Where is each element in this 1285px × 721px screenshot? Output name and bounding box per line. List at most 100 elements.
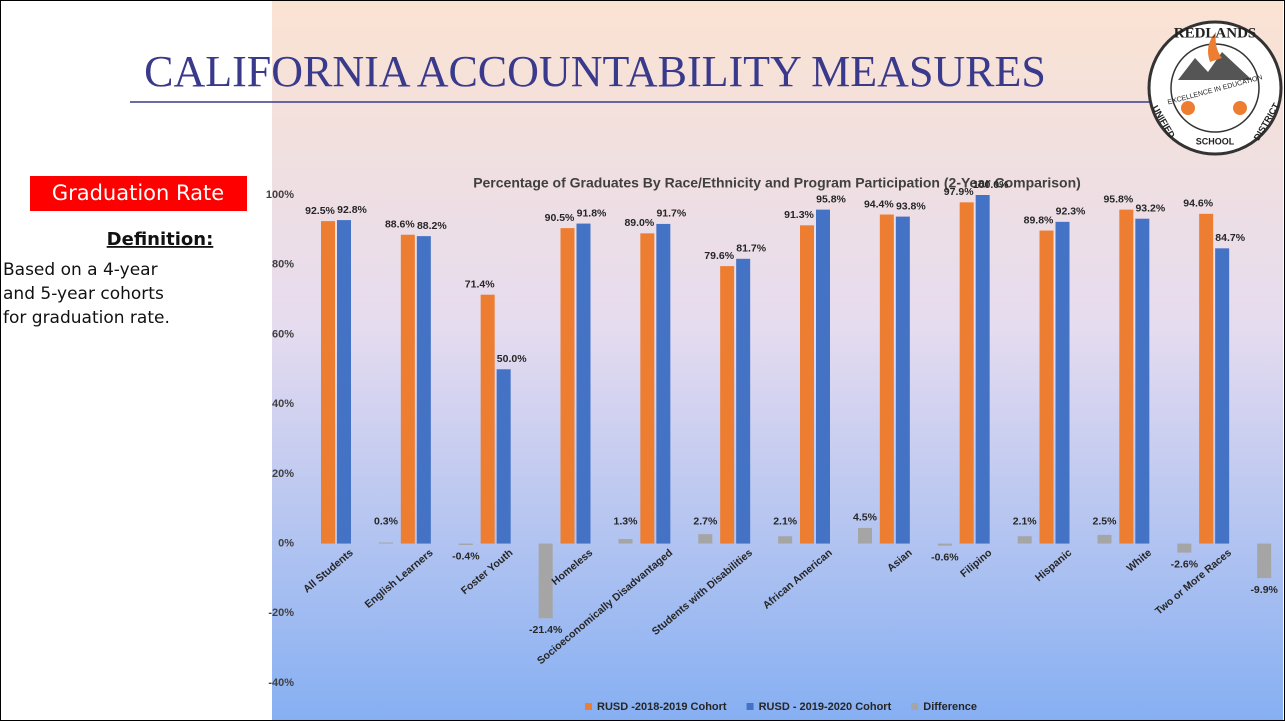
data-label: 50.0%: [497, 353, 527, 365]
logo: REDLANDS EXCELLENCE IN EDUCATION UNIFIED…: [1147, 20, 1283, 156]
bar: [895, 216, 910, 544]
bar: [1097, 534, 1112, 544]
bar: [321, 221, 335, 544]
bar: [858, 527, 872, 544]
logo-orange: [1181, 101, 1195, 115]
data-label: 2.1%: [1013, 515, 1038, 527]
bar: [959, 202, 974, 544]
definition-heading: Definition:: [107, 229, 214, 250]
y-tick-label: 60%: [272, 328, 294, 340]
bar: [337, 220, 351, 544]
bar: [1135, 218, 1150, 544]
data-label: 2.7%: [693, 515, 718, 527]
bar: [720, 266, 735, 544]
data-label: 2.1%: [773, 515, 798, 527]
data-label: 81.7%: [736, 243, 766, 255]
y-tick-label: 80%: [272, 259, 294, 271]
bar: [538, 543, 553, 619]
bar: [576, 223, 591, 544]
bar: [640, 233, 655, 544]
data-label: 84.7%: [1215, 232, 1245, 244]
data-label: 94.6%: [1183, 198, 1213, 210]
y-tick-label: 100%: [266, 189, 294, 201]
data-label: 89.8%: [1024, 214, 1054, 226]
bar: [496, 369, 511, 544]
data-label: 94.4%: [864, 198, 894, 210]
logo-flame: [1208, 32, 1222, 62]
badge: [30, 176, 247, 211]
data-label: 97.9%: [944, 186, 974, 198]
badge-text: Graduation Rate: [52, 181, 224, 205]
data-label: 92.3%: [1056, 206, 1086, 218]
data-label: 91.3%: [784, 209, 814, 221]
definition-line: Based on a 4-year: [3, 260, 158, 280]
data-label: 1.3%: [614, 515, 639, 527]
bar: [656, 223, 671, 544]
bar: [1215, 248, 1230, 544]
bar: [1055, 221, 1070, 544]
data-label: 93.2%: [1135, 202, 1165, 214]
chart-title: Percentage of Graduates By Race/Ethnicit…: [473, 175, 1081, 191]
data-label: 88.6%: [385, 219, 415, 231]
bar: [816, 209, 830, 544]
bar: [800, 225, 814, 544]
data-label: 91.7%: [656, 208, 686, 220]
bar: [1017, 536, 1032, 544]
bar: [736, 258, 751, 544]
data-label: 89.0%: [624, 217, 654, 229]
bar: [975, 195, 990, 544]
bar: [560, 228, 575, 544]
data-label: -21.4%: [529, 624, 563, 636]
legend-label: RUSD -2018-2019 Cohort: [597, 701, 727, 713]
data-label: 93.8%: [896, 200, 926, 212]
slide-title: CALIFORNIA ACCOUNTABILITY MEASURES: [144, 47, 1046, 96]
definition-line: and 5-year cohorts: [3, 284, 164, 304]
bar: [937, 543, 952, 546]
data-label: 91.8%: [577, 207, 607, 219]
data-label: 71.4%: [465, 278, 495, 290]
logo-orange: [1233, 101, 1247, 115]
legend-swatch: [911, 703, 919, 710]
bar: [379, 542, 393, 544]
data-label: 90.5%: [545, 212, 575, 224]
data-label: -0.4%: [452, 551, 480, 563]
data-label: -2.6%: [1171, 558, 1199, 570]
data-label: 79.6%: [704, 250, 734, 262]
logo-mountains: [1178, 52, 1252, 80]
bar: [1257, 543, 1272, 579]
data-label: 4.5%: [853, 512, 878, 524]
legend-swatch: [585, 703, 592, 710]
bar: [698, 534, 713, 544]
logo-text: REDLANDS: [1174, 25, 1257, 41]
bar: [1119, 209, 1134, 544]
bar: [416, 236, 431, 544]
data-label: 2.5%: [1093, 515, 1118, 527]
y-tick-label: -40%: [268, 677, 294, 689]
y-tick-label: 40%: [272, 398, 294, 410]
legend-label: RUSD - 2019-2020 Cohort: [759, 701, 892, 713]
data-label: 92.5%: [305, 205, 335, 217]
bar: [458, 543, 473, 545]
bar: [778, 536, 793, 544]
chart-background: [272, 1, 1283, 720]
data-label: -0.6%: [931, 551, 959, 563]
bar: [618, 539, 633, 544]
bar: [1177, 543, 1192, 553]
data-label: 95.8%: [816, 193, 846, 205]
bar: [1199, 213, 1214, 544]
bar: [879, 214, 894, 544]
data-label: 88.2%: [417, 220, 447, 232]
bar: [480, 294, 495, 544]
data-label: 0.3%: [374, 515, 399, 527]
logo-text: SCHOOL: [1196, 136, 1235, 146]
data-label: 100.0%: [973, 179, 1009, 191]
y-tick-label: 0%: [278, 537, 294, 549]
legend-swatch: [746, 703, 754, 710]
bar: [1039, 230, 1054, 544]
y-tick-label: 20%: [272, 468, 294, 480]
data-label: 92.8%: [337, 204, 367, 216]
data-label: -9.9%: [1250, 584, 1278, 596]
bar: [400, 234, 415, 544]
y-tick-label: -20%: [268, 607, 294, 619]
